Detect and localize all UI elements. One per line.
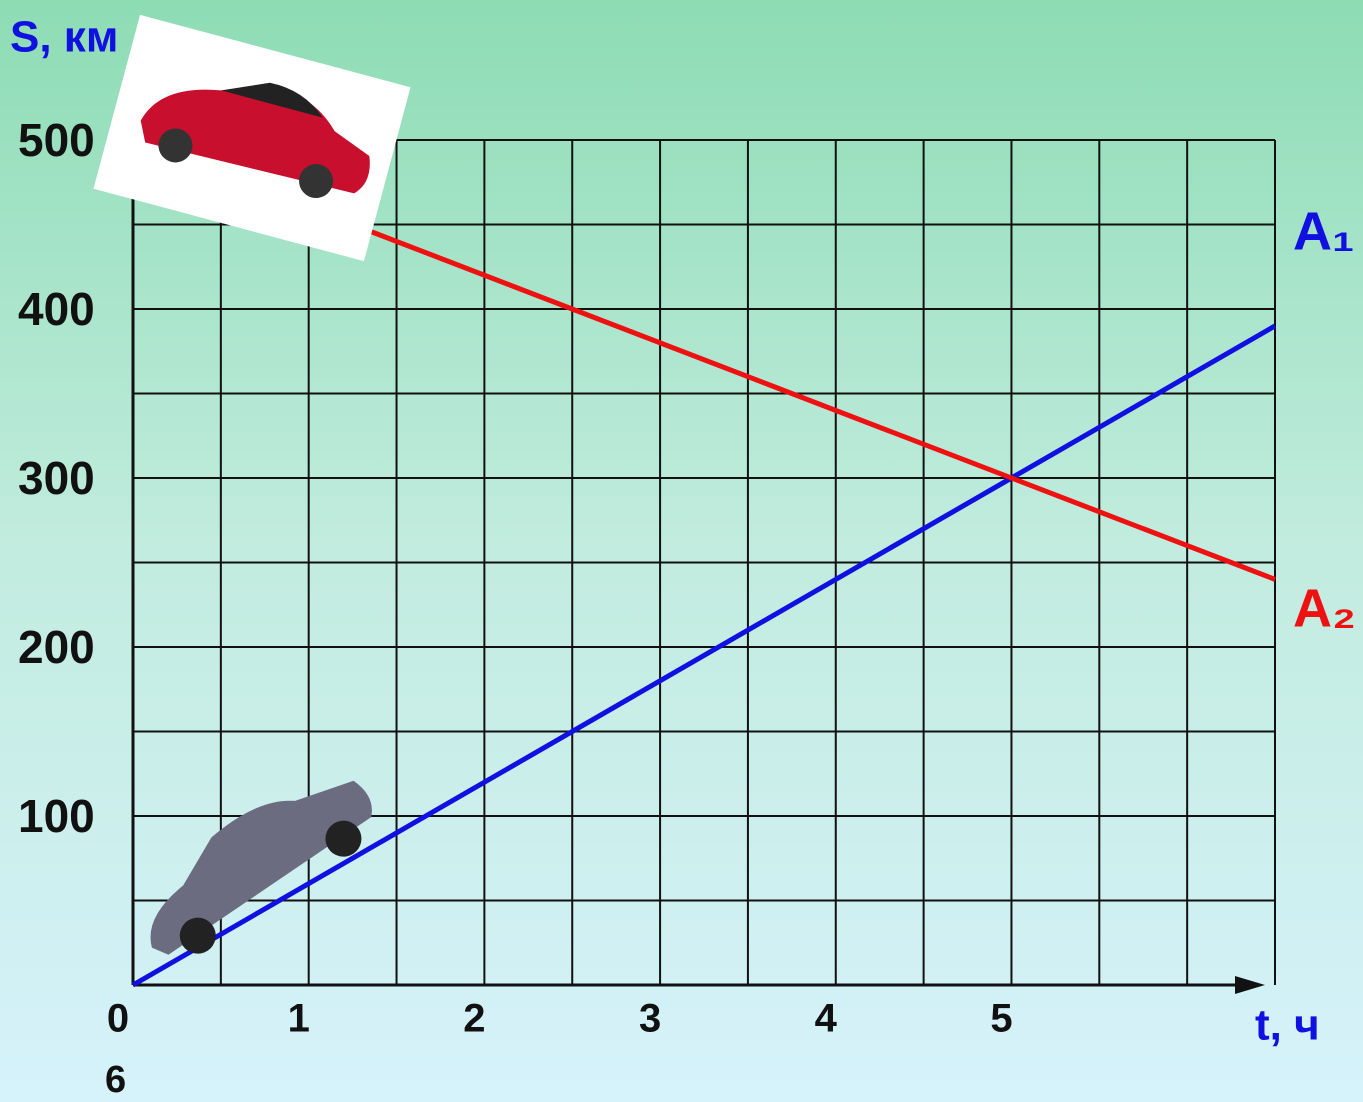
y-tick-label: 100 (18, 790, 95, 842)
car-photo-grey (150, 780, 372, 955)
car-photo-red (93, 14, 411, 262)
wheel (158, 128, 193, 163)
wheel (179, 917, 216, 954)
x-tick-label: 0 (107, 997, 129, 1041)
y-tick-label: 500 (18, 114, 95, 166)
x-axis-label: t, ч (1255, 1001, 1320, 1050)
series-label: A₁ (1293, 201, 1354, 261)
y-tick-label: 200 (18, 621, 95, 673)
series-label: A₂ (1293, 578, 1356, 638)
x-tick-label: 2 (463, 997, 485, 1041)
y-axis-label: S, км (10, 13, 118, 62)
note: 6 (105, 1059, 126, 1101)
series-line (131, 323, 1277, 988)
wheel (325, 820, 362, 857)
x-tick-label: 5 (990, 997, 1012, 1041)
wheel (299, 164, 334, 199)
x-tick-label: 3 (639, 997, 661, 1041)
x-tick-label: 1 (288, 997, 310, 1041)
car-roof (221, 82, 323, 118)
x-axis-arrow (1235, 976, 1265, 994)
x-tick-label: 4 (815, 997, 838, 1041)
car-body (150, 780, 372, 955)
y-tick-label: 400 (18, 283, 95, 335)
y-tick-label: 300 (18, 452, 95, 504)
